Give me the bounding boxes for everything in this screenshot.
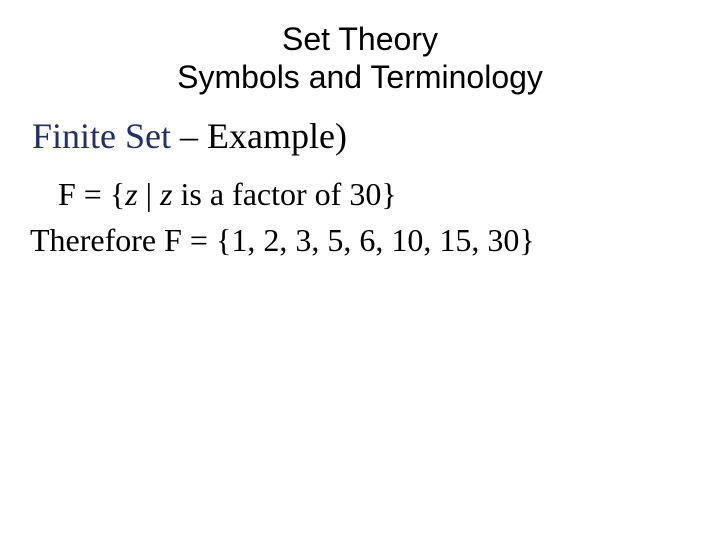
definition-suffix: is a factor of 30} bbox=[173, 176, 397, 212]
definition-var-2: z bbox=[160, 176, 172, 212]
definition-prefix: F = { bbox=[58, 176, 125, 212]
definition-var-1: z bbox=[125, 176, 137, 212]
section-heading: Finite Set – Example) bbox=[32, 115, 690, 157]
title-line-2: Symbols and Terminology bbox=[30, 58, 690, 96]
title-line-1: Set Theory bbox=[30, 20, 690, 58]
result-line: Therefore F = {1, 2, 3, 5, 6, 10, 15, 30… bbox=[30, 217, 690, 263]
section-heading-separator: – bbox=[171, 116, 207, 156]
definition-line: F = {z | z is a factor of 30} bbox=[58, 171, 690, 217]
definition-mid: | bbox=[138, 176, 160, 212]
section-heading-label: Finite Set bbox=[32, 116, 171, 156]
section-heading-rest: Example) bbox=[207, 116, 347, 156]
slide-title: Set Theory Symbols and Terminology bbox=[30, 20, 690, 97]
